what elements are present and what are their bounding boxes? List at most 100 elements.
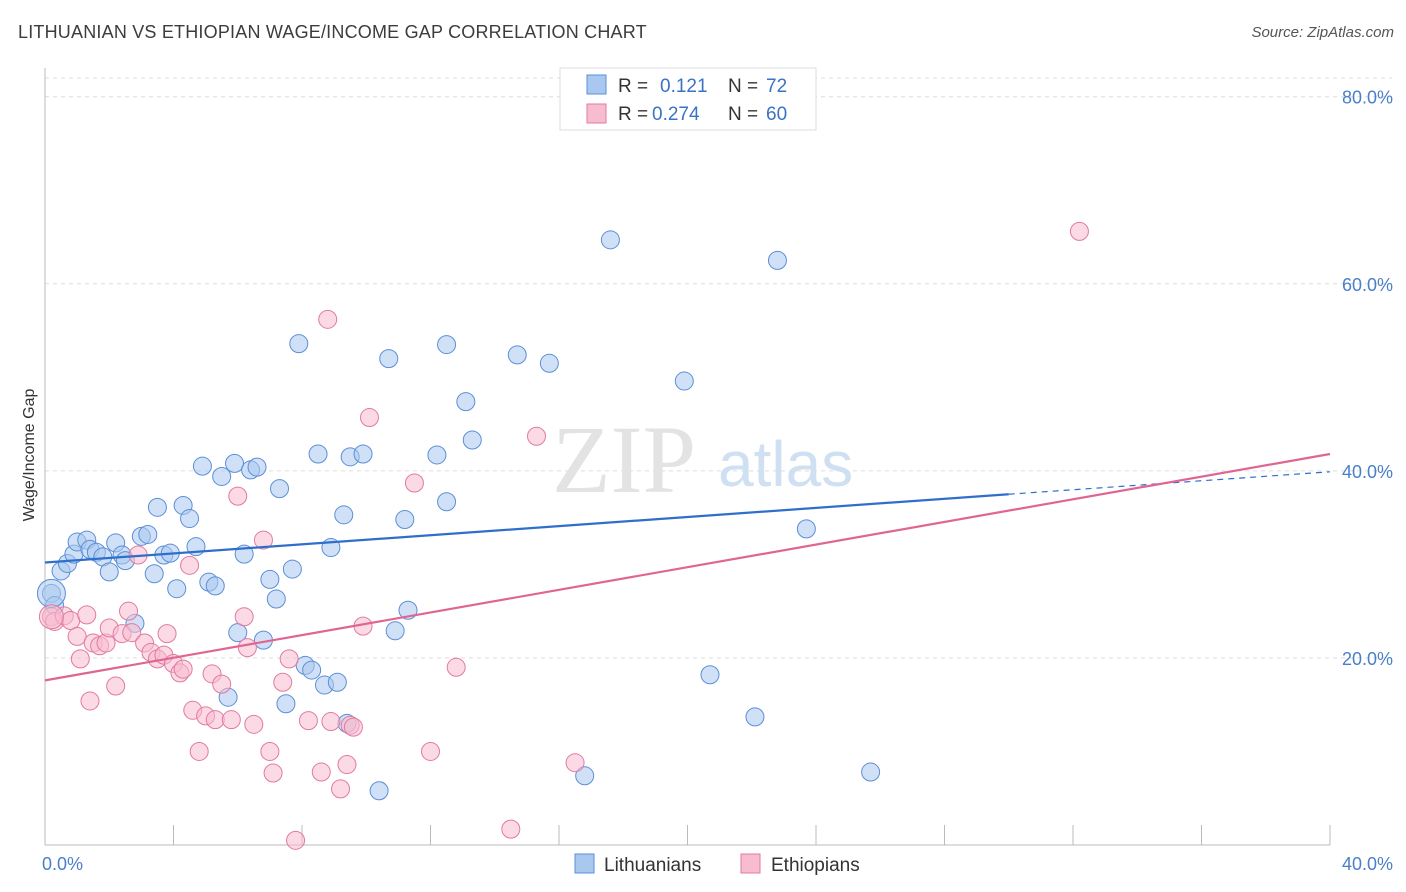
data-point — [507, 345, 527, 365]
data-point — [77, 605, 97, 625]
data-point — [205, 710, 225, 730]
data-point — [379, 349, 399, 369]
data-point — [36, 578, 66, 608]
data-point — [106, 676, 126, 696]
data-point — [404, 473, 424, 493]
trend-line-lithuanians — [44, 493, 1009, 564]
data-point — [462, 430, 482, 450]
data-point — [253, 530, 273, 550]
y-tick-label: 60.0% — [1342, 275, 1393, 295]
data-point — [244, 714, 264, 734]
data-point — [144, 564, 164, 584]
trend-line-lithuanians-extension — [1008, 471, 1331, 495]
data-point — [437, 335, 457, 355]
data-point — [263, 763, 283, 783]
data-point — [157, 624, 177, 644]
data-point — [70, 649, 90, 669]
data-point — [61, 611, 81, 631]
data-point — [38, 604, 64, 630]
watermark: ZIP atlas — [552, 406, 853, 513]
data-point — [575, 766, 595, 786]
bottom-label-ethiopians: Ethiopians — [771, 855, 860, 876]
x-tick-label: 40.0% — [1342, 854, 1393, 874]
data-point — [221, 710, 241, 730]
top-legend: R = 0.121 N = 72 R = 0.274 N = 60 — [559, 67, 817, 131]
data-point — [225, 453, 245, 473]
gridlines — [45, 77, 1392, 659]
series-lithuanians — [41, 230, 881, 801]
data-point — [286, 830, 306, 850]
data-point — [205, 576, 225, 596]
y-tick-label: 80.0% — [1342, 88, 1393, 108]
data-point — [260, 569, 280, 589]
data-point — [796, 519, 816, 539]
legend-r-value-1: 0.121 — [660, 76, 708, 97]
data-point — [237, 638, 257, 658]
data-point — [395, 509, 415, 529]
data-point — [138, 524, 158, 544]
data-point — [369, 781, 389, 801]
legend-swatch-ethiopians — [586, 103, 607, 124]
data-point — [180, 509, 200, 529]
trend-line-ethiopians — [44, 452, 1331, 682]
data-points — [36, 221, 1089, 850]
data-point — [119, 601, 139, 621]
data-point — [700, 665, 720, 685]
data-point — [212, 466, 232, 486]
bottom-label-lithuanians: Lithuanians — [604, 855, 701, 876]
data-point — [247, 457, 267, 477]
data-point — [359, 408, 379, 428]
data-point — [189, 741, 209, 761]
watermark-atlas: atlas — [718, 428, 853, 500]
data-point — [192, 456, 212, 476]
data-point — [302, 660, 322, 680]
data-point — [67, 626, 87, 646]
bottom-swatch-ethiopians — [740, 853, 761, 874]
series-ethiopians — [41, 221, 1089, 850]
data-point — [353, 444, 373, 464]
data-point — [539, 353, 559, 373]
data-point — [427, 445, 447, 465]
trend-lines — [44, 452, 1331, 682]
data-point — [308, 444, 328, 464]
data-point — [318, 309, 338, 329]
data-point — [321, 712, 341, 732]
legend-n-value-2: 60 — [766, 104, 787, 125]
data-point — [343, 717, 363, 737]
x-tick-label: 0.0% — [42, 854, 83, 874]
data-point — [122, 623, 142, 643]
data-point — [173, 659, 193, 679]
data-point — [456, 392, 476, 412]
y-axis-title: Wage/Income Gap — [21, 389, 38, 522]
data-point — [385, 621, 405, 641]
legend-r-label-1: R = — [618, 76, 648, 97]
data-point — [270, 479, 290, 499]
data-point — [327, 672, 347, 692]
data-point — [276, 694, 296, 714]
data-point — [331, 779, 351, 799]
legend-r-value-2: 0.274 — [652, 104, 700, 125]
data-point — [80, 691, 100, 711]
bottom-legend: Lithuanians Ethiopians — [574, 853, 860, 876]
data-point — [311, 762, 331, 782]
y-tick-label: 40.0% — [1342, 462, 1393, 482]
data-point — [273, 672, 293, 692]
data-point — [234, 607, 254, 627]
data-point — [527, 426, 547, 446]
source-credit: Source: ZipAtlas.com — [1251, 24, 1394, 41]
legend-swatch-lithuanians — [586, 74, 607, 95]
data-point — [334, 505, 354, 525]
data-point — [212, 674, 232, 694]
cluster-markers — [36, 578, 66, 630]
watermark-zip: ZIP — [552, 406, 696, 513]
legend-r-label-2: R = — [618, 104, 648, 125]
data-point — [861, 762, 881, 782]
data-point — [147, 497, 167, 517]
data-point — [437, 492, 457, 512]
data-point — [298, 711, 318, 731]
data-point — [745, 707, 765, 727]
data-point — [266, 589, 286, 609]
data-point — [674, 371, 694, 391]
data-point — [167, 579, 187, 599]
